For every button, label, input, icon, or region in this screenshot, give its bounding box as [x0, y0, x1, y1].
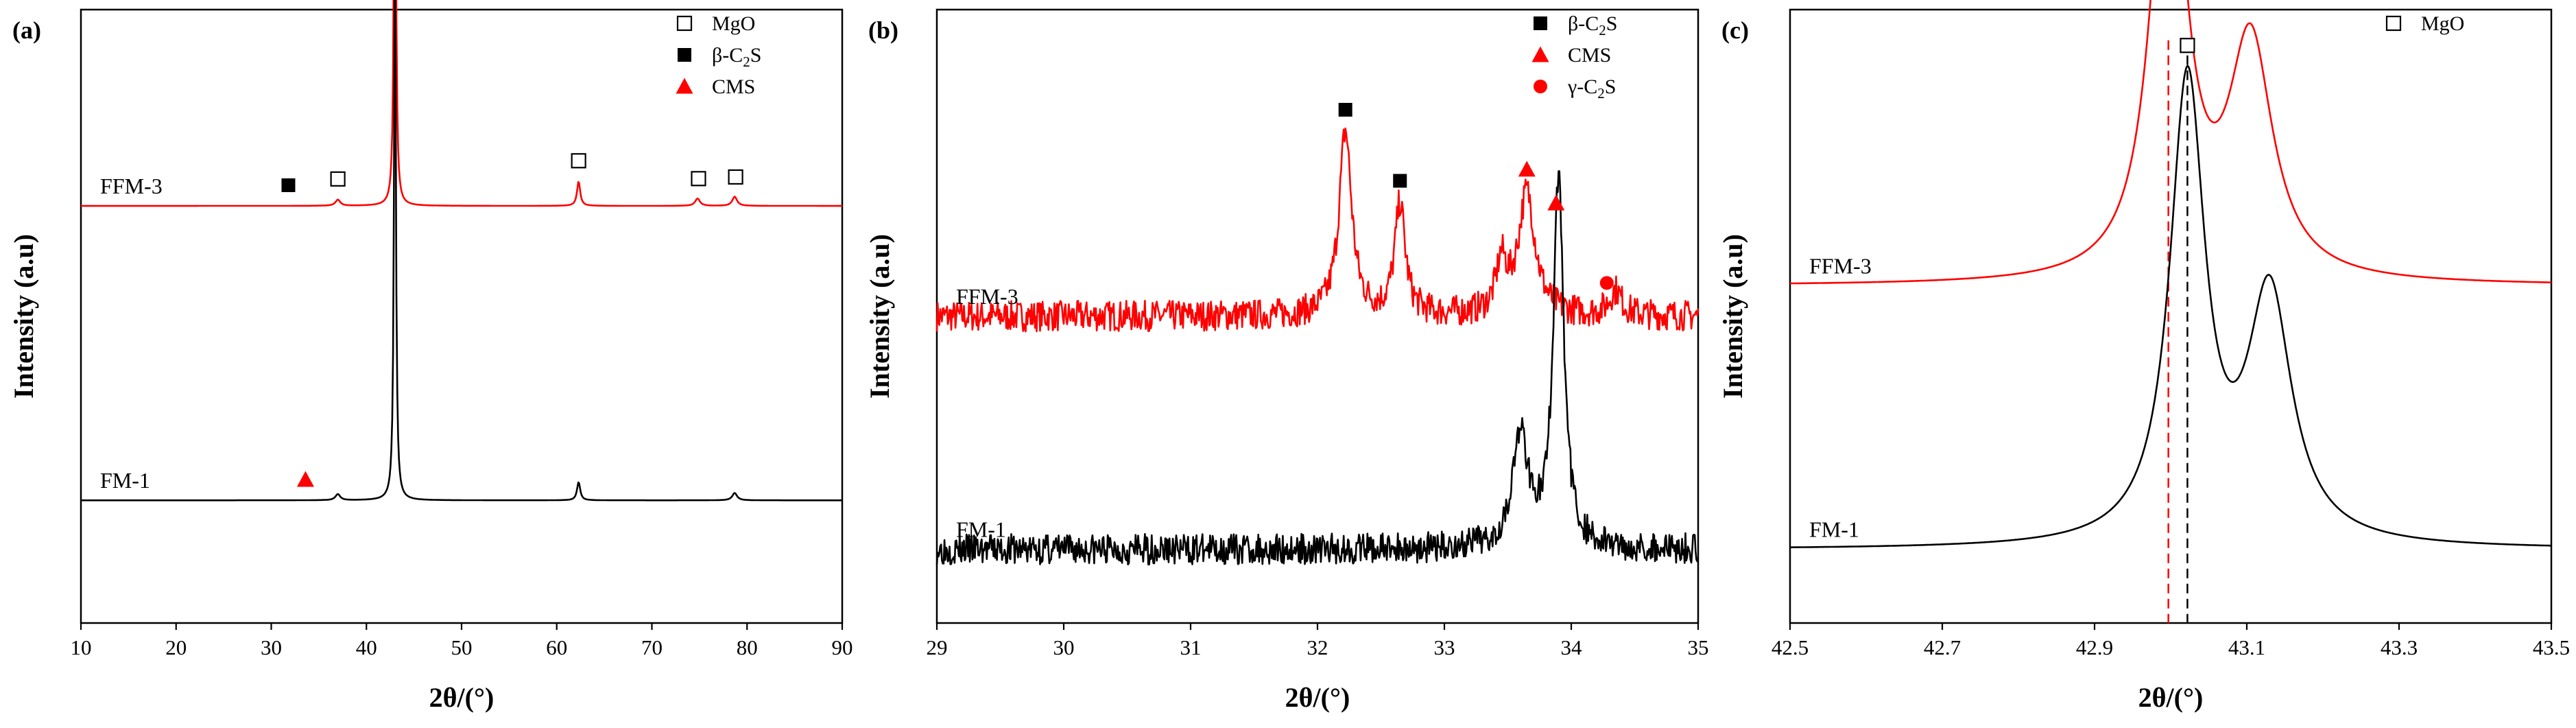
legend-label: MgO [712, 12, 755, 35]
series-label: FM-1 [100, 468, 150, 493]
x-tick-label: 34 [1561, 635, 1583, 659]
legend-marker [1534, 16, 1547, 30]
peak-marker-triangle [1547, 194, 1565, 211]
legend-label-main: CMS [712, 75, 755, 98]
legend-label: MgO [2421, 12, 2464, 35]
peak-marker-open-square [728, 169, 743, 185]
x-axis-title: 2θ/(°) [1285, 682, 1350, 713]
legend-label-end: S [1605, 75, 1617, 98]
legend-label-main: β-C [712, 44, 743, 67]
panel-label: (a) [12, 16, 41, 44]
peak-marker-triangle [296, 471, 314, 487]
plot-frame [80, 8, 844, 624]
plot-frame [1789, 8, 2553, 624]
panel-label: (b) [868, 16, 898, 44]
series-label: FFM-3 [100, 174, 163, 198]
series-line-fm-1 [80, 0, 843, 502]
legend-label: γ-C2S [1567, 75, 1616, 102]
x-tick-label: 40 [356, 635, 377, 659]
series-line-ffm-3 [80, 0, 843, 207]
series-line-ffm-3 [1789, 0, 2552, 285]
x-tick-label: 29 [927, 635, 948, 659]
series-label: FM-1 [956, 517, 1006, 542]
peak-marker-open-square [330, 171, 346, 187]
legend-label-end: S [750, 44, 762, 67]
legend-label: β-C2S [1568, 12, 1617, 38]
series-line-fm-1 [1789, 64, 2552, 549]
x-tick-label: 30 [1053, 635, 1075, 659]
legend-label-main: CMS [1568, 44, 1611, 67]
peak-marker-triangle [1518, 161, 1536, 177]
y-axis-title: Intensity (a.u) [1717, 234, 1748, 399]
x-tick-label: 43.3 [2381, 635, 2418, 659]
legend-label-main: γ-C [1567, 75, 1597, 98]
peak-marker-filled-square [1338, 102, 1352, 117]
x-axis-title: 2θ/(°) [429, 682, 494, 713]
panel-label: (c) [1721, 16, 1749, 44]
legend-label-subscript: 2 [1599, 22, 1606, 38]
legend-label: β-C2S [712, 44, 761, 70]
x-tick-label: 42.7 [1924, 635, 1961, 659]
legend-marker [1531, 46, 1549, 62]
x-axis-title: 2θ/(°) [2138, 682, 2204, 713]
x-tick-label: 32 [1307, 635, 1328, 659]
legend-label-main: β-C [1568, 12, 1599, 35]
x-tick-label: 42.9 [2076, 635, 2113, 659]
legend-marker [678, 48, 691, 62]
legend-label: CMS [1568, 44, 1611, 67]
x-tick-label: 43.1 [2228, 635, 2265, 659]
x-tick-label: 10 [71, 635, 92, 659]
x-tick-label: 31 [1180, 635, 1202, 659]
series-label: FM-1 [1809, 517, 1859, 542]
y-axis-title: Intensity (a.u) [8, 234, 39, 399]
x-tick-label: 43.5 [2533, 635, 2570, 659]
legend-label-main: MgO [2421, 12, 2464, 35]
legend-marker [676, 15, 693, 32]
panel-a: 10 20 30 40 50 60 70 80 90 2θ/(°) Intensity (a.u) (… [8, 0, 853, 713]
peak-marker-circle [1599, 276, 1614, 290]
peak-marker-filled-square [281, 178, 296, 192]
legend-label-end: S [1606, 12, 1618, 35]
legend-label: CMS [712, 75, 755, 98]
legend-label-subscript: 2 [743, 54, 750, 70]
peak-marker-open-square [691, 171, 706, 187]
peak-marker-filled-square [1393, 174, 1407, 188]
x-tick-label: 80 [737, 635, 758, 659]
legend-marker [1534, 80, 1547, 93]
legend-label-subscript: 2 [1597, 85, 1605, 102]
peak-marker-open-square [2180, 38, 2195, 54]
x-tick-label: 35 [1688, 635, 1709, 659]
x-tick-label: 20 [165, 635, 187, 659]
panel-c: 42.5 42.7 42.9 43.1 43.3 43.5 2θ/(°) Intensity … [1717, 0, 2570, 713]
x-tick-label: 90 [832, 635, 853, 659]
series-label: FFM-3 [956, 284, 1018, 309]
legend-label-main: MgO [712, 12, 755, 35]
x-tick-label: 50 [451, 635, 473, 659]
x-tick-label: 42.5 [1772, 635, 1809, 659]
x-tick-label: 70 [641, 635, 663, 659]
legend-marker [676, 78, 693, 94]
legend-marker [2385, 15, 2402, 32]
peak-marker-open-square [571, 153, 586, 169]
x-tick-label: 30 [261, 635, 282, 659]
y-axis-title: Intensity (a.u) [864, 234, 895, 399]
series-line-fm-1 [935, 170, 1700, 566]
x-tick-label: 60 [546, 635, 567, 659]
panel-b: 29 30 31 32 33 34 35 2θ/(°) Intensity (a.u) (b) FF… [864, 8, 1709, 713]
series-label: FFM-3 [1809, 253, 1872, 278]
series-line-ffm-3 [935, 127, 1700, 333]
x-tick-label: 33 [1434, 635, 1455, 659]
